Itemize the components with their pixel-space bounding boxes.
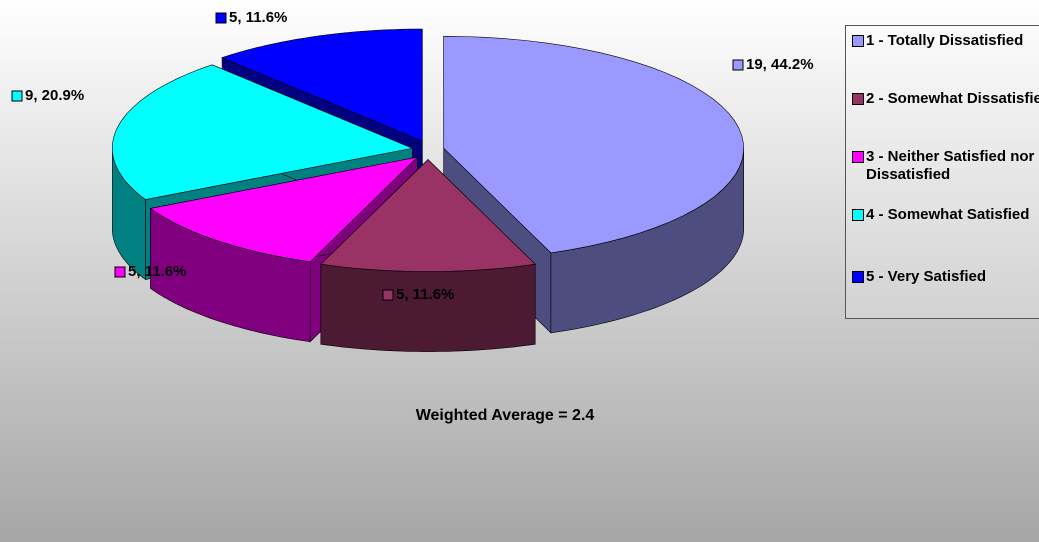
data-label: 5, 11.6% (128, 263, 186, 280)
legend-swatch (852, 209, 864, 221)
label-swatch (732, 59, 744, 71)
slice (443, 35, 744, 254)
legend-entry: 3 - Neither Satisfied nor Dissatisfied (850, 148, 1039, 184)
slice-wall (320, 263, 536, 352)
legend-label: 1 - Totally Dissatisfied (866, 32, 1024, 49)
legend-swatch (852, 271, 864, 283)
data-label: 5, 11.6% (229, 9, 287, 26)
label-swatch (114, 266, 126, 278)
legend-entry: 1 - Totally Dissatisfied (850, 32, 1039, 50)
slice (149, 156, 419, 263)
label-swatch (382, 289, 394, 301)
slice (112, 64, 414, 200)
slice (221, 28, 423, 142)
label-swatch (215, 12, 227, 24)
label-swatch (11, 90, 23, 102)
legend-entry: 5 - Very Satisfied (850, 268, 1039, 286)
legend-entry: 4 - Somewhat Satisfied (850, 206, 1039, 224)
legend-swatch (852, 93, 864, 105)
data-label: 5, 11.6% (396, 286, 454, 303)
legend-label: 2 - Somewhat Dissatisfied (866, 90, 1039, 107)
legend: 1 - Totally Dissatisfied 2 - Somewhat Dis… (845, 25, 1039, 319)
data-label: 9, 20.9% (25, 87, 84, 104)
legend-label: 4 - Somewhat Satisfied (866, 206, 1030, 223)
legend-entry: 2 - Somewhat Dissatisfied (850, 90, 1039, 108)
annotation: Weighted Average = 2.4 (415, 407, 595, 424)
legend-swatch (852, 151, 864, 163)
legend-label: 5 - Very Satisfied (866, 268, 987, 285)
legend-swatch (852, 35, 864, 47)
slice (320, 159, 536, 272)
data-label: 19, 44.2% (746, 56, 814, 73)
legend-label: 3 - Neither Satisfied nor Dissatisfied (866, 148, 1035, 183)
